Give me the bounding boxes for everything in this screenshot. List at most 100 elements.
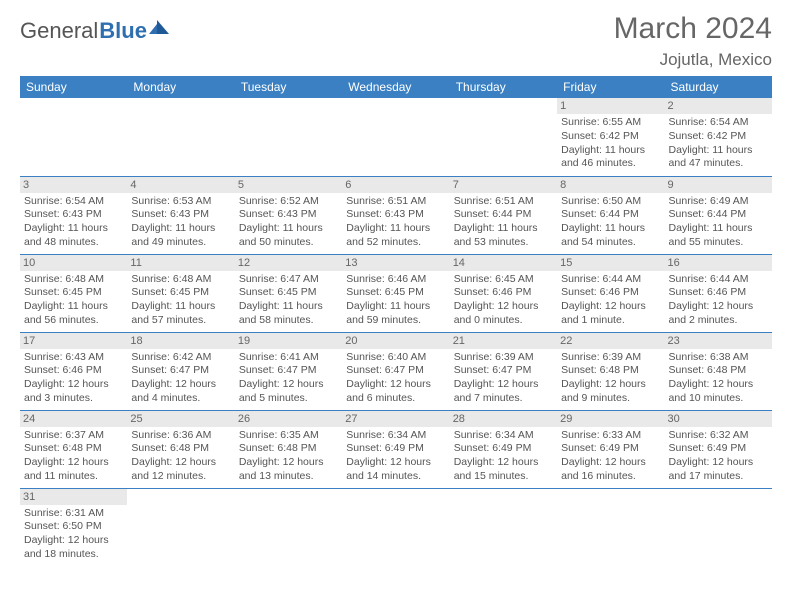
daylight-text: Daylight: 12 hours bbox=[669, 300, 768, 314]
sunrise-text: Sunrise: 6:41 AM bbox=[239, 351, 338, 365]
day-number: 12 bbox=[235, 255, 342, 271]
sunset-text: Sunset: 6:46 PM bbox=[561, 286, 660, 300]
calendar-cell: 9Sunrise: 6:49 AMSunset: 6:44 PMDaylight… bbox=[665, 176, 772, 254]
daylight-text: Daylight: 12 hours bbox=[669, 456, 768, 470]
calendar-cell: 17Sunrise: 6:43 AMSunset: 6:46 PMDayligh… bbox=[20, 332, 127, 410]
sunset-text: Sunset: 6:48 PM bbox=[131, 442, 230, 456]
calendar-cell: 28Sunrise: 6:34 AMSunset: 6:49 PMDayligh… bbox=[450, 410, 557, 488]
daylight-text: and 54 minutes. bbox=[561, 236, 660, 250]
day-number: 17 bbox=[20, 333, 127, 349]
calendar-row: 17Sunrise: 6:43 AMSunset: 6:46 PMDayligh… bbox=[20, 332, 772, 410]
day-number: 30 bbox=[665, 411, 772, 427]
calendar-cell: 12 Sunrise: 6:47 AMSunset: 6:45 PMDayligh… bbox=[235, 254, 342, 332]
sunset-text: Sunset: 6:45 PM bbox=[239, 286, 338, 300]
sunset-text: Sunset: 6:43 PM bbox=[346, 208, 445, 222]
location: Jojutla, Mexico bbox=[614, 50, 772, 70]
sunset-text: Sunset: 6:44 PM bbox=[561, 208, 660, 222]
daylight-text: and 1 minute. bbox=[561, 314, 660, 328]
sunrise-text: Sunrise: 6:47 AM bbox=[239, 273, 338, 287]
daylight-text: Daylight: 12 hours bbox=[24, 534, 123, 548]
daylight-text: Daylight: 11 hours bbox=[669, 222, 768, 236]
daylight-text: and 52 minutes. bbox=[346, 236, 445, 250]
calendar-cell: 4Sunrise: 6:53 AMSunset: 6:43 PMDaylight… bbox=[127, 176, 234, 254]
sunset-text: Sunset: 6:42 PM bbox=[561, 130, 660, 144]
calendar-cell: 7Sunrise: 6:51 AMSunset: 6:44 PMDaylight… bbox=[450, 176, 557, 254]
sunset-text: Sunset: 6:45 PM bbox=[346, 286, 445, 300]
sunset-text: Sunset: 6:45 PM bbox=[131, 286, 230, 300]
sunset-text: Sunset: 6:48 PM bbox=[239, 442, 338, 456]
sunrise-text: Sunrise: 6:54 AM bbox=[24, 195, 123, 209]
calendar-cell: 5Sunrise: 6:52 AMSunset: 6:43 PMDaylight… bbox=[235, 176, 342, 254]
calendar-cell bbox=[235, 98, 342, 176]
calendar-cell: 30Sunrise: 6:32 AMSunset: 6:49 PMDayligh… bbox=[665, 410, 772, 488]
calendar-cell: 11Sunrise: 6:48 AMSunset: 6:45 PMDayligh… bbox=[127, 254, 234, 332]
day-header: Tuesday bbox=[235, 76, 342, 98]
sunrise-text: Sunrise: 6:51 AM bbox=[346, 195, 445, 209]
calendar-cell: 2Sunrise: 6:54 AMSunset: 6:42 PMDaylight… bbox=[665, 98, 772, 176]
day-number: 1 bbox=[557, 98, 664, 114]
calendar-cell bbox=[665, 488, 772, 566]
calendar-cell: 27Sunrise: 6:34 AMSunset: 6:49 PMDayligh… bbox=[342, 410, 449, 488]
sunset-text: Sunset: 6:49 PM bbox=[561, 442, 660, 456]
calendar-cell bbox=[20, 98, 127, 176]
daylight-text: Daylight: 12 hours bbox=[454, 300, 553, 314]
month-title: March 2024 bbox=[614, 12, 772, 46]
sunrise-text: Sunrise: 6:34 AM bbox=[346, 429, 445, 443]
sunrise-text: Sunrise: 6:52 AM bbox=[239, 195, 338, 209]
sunset-text: Sunset: 6:43 PM bbox=[239, 208, 338, 222]
day-header: Sunday bbox=[20, 76, 127, 98]
sunrise-text: Sunrise: 6:37 AM bbox=[24, 429, 123, 443]
calendar-cell: 3Sunrise: 6:54 AMSunset: 6:43 PMDaylight… bbox=[20, 176, 127, 254]
calendar-cell: 10Sunrise: 6:48 AMSunset: 6:45 PMDayligh… bbox=[20, 254, 127, 332]
calendar-cell: 29Sunrise: 6:33 AMSunset: 6:49 PMDayligh… bbox=[557, 410, 664, 488]
calendar-cell bbox=[557, 488, 664, 566]
calendar-cell: 25Sunrise: 6:36 AMSunset: 6:48 PMDayligh… bbox=[127, 410, 234, 488]
sunrise-text: Sunrise: 6:49 AM bbox=[669, 195, 768, 209]
day-number: 27 bbox=[342, 411, 449, 427]
calendar-row: 24 Sunrise: 6:37 AM Sunset: 6:48 PM Dayligh… bbox=[20, 410, 772, 488]
day-number: 8 bbox=[557, 177, 664, 193]
calendar-cell: 22Sunrise: 6:39 AMSunset: 6:48 PMDayligh… bbox=[557, 332, 664, 410]
calendar-cell bbox=[450, 98, 557, 176]
calendar-cell: 19Sunrise: 6:41 AMSunset: 6:47 PMDayligh… bbox=[235, 332, 342, 410]
day-number: 9 bbox=[665, 177, 772, 193]
calendar-cell: 1Sunrise: 6:55 AMSunset: 6:42 PMDaylight… bbox=[557, 98, 664, 176]
daylight-text: Daylight: 11 hours bbox=[239, 300, 338, 314]
day-number: 31 bbox=[20, 489, 127, 505]
calendar-cell bbox=[342, 98, 449, 176]
sunset-text: Sunset: 6:48 PM bbox=[561, 364, 660, 378]
calendar-cell: 18Sunrise: 6:42 AMSunset: 6:47 PMDayligh… bbox=[127, 332, 234, 410]
sunrise-text: Sunrise: 6:40 AM bbox=[346, 351, 445, 365]
daylight-text: Daylight: 11 hours bbox=[239, 222, 338, 236]
sunset-text: Sunset: 6:49 PM bbox=[669, 442, 768, 456]
sunrise-text: Sunrise: 6:42 AM bbox=[131, 351, 230, 365]
calendar-row: 10Sunrise: 6:48 AMSunset: 6:45 PMDayligh… bbox=[20, 254, 772, 332]
calendar-cell: 6Sunrise: 6:51 AMSunset: 6:43 PMDaylight… bbox=[342, 176, 449, 254]
day-number: 26 bbox=[235, 411, 342, 427]
sunset-text: Sunset: 6:44 PM bbox=[454, 208, 553, 222]
day-number: 18 bbox=[127, 333, 234, 349]
sunset-text: Sunset: 6:42 PM bbox=[669, 130, 768, 144]
daylight-text: Daylight: 12 hours bbox=[131, 378, 230, 392]
day-number: 25 bbox=[127, 411, 234, 427]
sunrise-text: Sunrise: 6:44 AM bbox=[561, 273, 660, 287]
daylight-text: Daylight: 12 hours bbox=[454, 456, 553, 470]
daylight-text: Daylight: 12 hours bbox=[346, 378, 445, 392]
sunrise-text: Sunrise: 6:31 AM bbox=[24, 507, 123, 521]
sunrise-text: Sunrise: 6:33 AM bbox=[561, 429, 660, 443]
day-number: 24 bbox=[20, 411, 127, 427]
sunrise-text: Sunrise: 6:46 AM bbox=[346, 273, 445, 287]
sunset-text: Sunset: 6:46 PM bbox=[669, 286, 768, 300]
daylight-text: and 16 minutes. bbox=[561, 470, 660, 484]
daylight-text: and 17 minutes. bbox=[669, 470, 768, 484]
sunset-text: Sunset: 6:43 PM bbox=[24, 208, 123, 222]
calendar-cell: 20Sunrise: 6:40 AMSunset: 6:47 PMDayligh… bbox=[342, 332, 449, 410]
daylight-text: and 6 minutes. bbox=[346, 392, 445, 406]
sunset-text: Sunset: 6:46 PM bbox=[24, 364, 123, 378]
sunrise-text: Sunrise: 6:50 AM bbox=[561, 195, 660, 209]
day-number: 28 bbox=[450, 411, 557, 427]
daylight-text: and 0 minutes. bbox=[454, 314, 553, 328]
day-number: 7 bbox=[450, 177, 557, 193]
daylight-text: Daylight: 12 hours bbox=[239, 378, 338, 392]
day-number: 23 bbox=[665, 333, 772, 349]
